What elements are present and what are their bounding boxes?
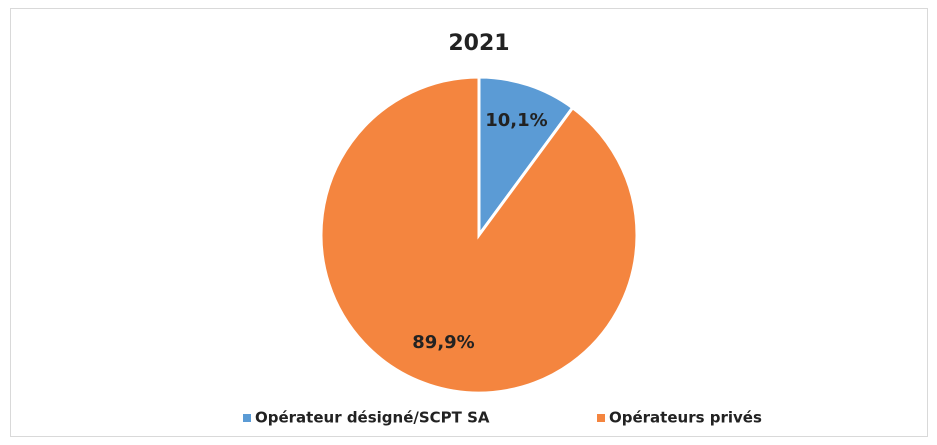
legend-label: Opérateurs privés (609, 409, 762, 427)
data-label: 89,9% (412, 332, 474, 353)
legend-label: Opérateur désigné/SCPT SA (255, 409, 490, 427)
legend-swatch (243, 414, 251, 422)
data-label: 10,1% (485, 110, 547, 131)
pie-slice (477, 75, 575, 240)
chart-title: 2021 (448, 31, 509, 56)
legend-swatch (597, 414, 605, 422)
pie-slice (319, 75, 639, 395)
